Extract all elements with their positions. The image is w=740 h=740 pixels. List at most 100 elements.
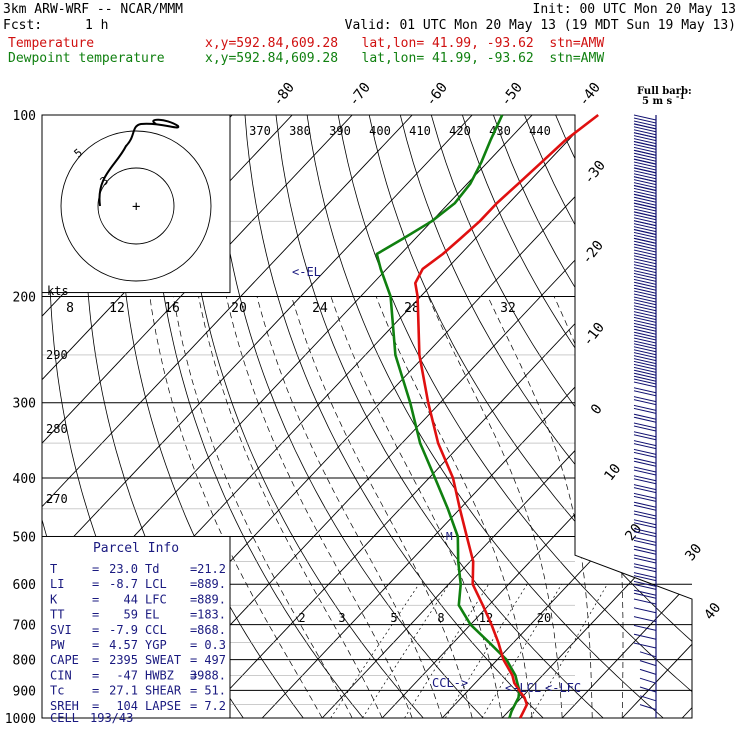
- barb-unit: 5 m s: [642, 96, 673, 107]
- wind-barb: [633, 360, 657, 367]
- wind-barb: [633, 501, 657, 508]
- wind-barb: [633, 592, 657, 599]
- parcel-row-eq: =: [190, 577, 197, 591]
- wind-barb: [633, 199, 657, 206]
- dry-adiabat: [150, 115, 375, 718]
- wind-barb: [633, 211, 657, 218]
- wind-barb: [633, 460, 657, 467]
- wind-barb: [633, 566, 657, 573]
- wind-barb: [633, 510, 657, 517]
- isotherm-label: -30: [581, 158, 609, 188]
- parcel-row-eq: =: [92, 638, 99, 652]
- wind-barb: [633, 598, 657, 605]
- pressure-label: 100: [13, 109, 36, 124]
- mixing-ratio-line: [481, 584, 562, 718]
- wind-barb: [633, 196, 657, 203]
- m-marker: M: [446, 530, 453, 543]
- parcel-row-eq: =: [190, 562, 197, 576]
- wind-barb: [633, 378, 657, 385]
- parcel-row-value: 889.: [197, 577, 226, 591]
- parcel-row-eq: =: [92, 653, 99, 667]
- wind-barb: [633, 205, 657, 212]
- parcel-row-eq: =: [190, 684, 197, 698]
- wind-barb: [633, 290, 657, 297]
- parcel-info-box: [41, 535, 231, 719]
- wind-barb: [633, 293, 657, 300]
- dry-adiabat: [648, 115, 692, 718]
- mixing-ratio-line: [530, 584, 608, 718]
- parcel-row-value: -8.7: [109, 577, 138, 591]
- wind-barb: [639, 668, 657, 675]
- isotherm-label: 30: [682, 541, 705, 564]
- parcel-row-label: Tc: [50, 684, 64, 698]
- wind-barb: [633, 252, 657, 259]
- wind-barb: [633, 334, 657, 341]
- parcel-row-value: -47: [116, 668, 138, 682]
- parcel-row-label: CCL: [145, 623, 167, 637]
- theta-e-label: 410: [409, 124, 431, 138]
- parcel-row-value: 2395: [109, 653, 138, 667]
- isotherm-line: [42, 115, 413, 718]
- wind-barb: [633, 422, 657, 429]
- wind-barb: [633, 267, 657, 274]
- wind-barb: [633, 589, 657, 596]
- wind-barb: [633, 123, 657, 130]
- parcel-row-value: 51.: [204, 684, 226, 698]
- parcel-cell-value: 193/43: [90, 711, 133, 725]
- parcel-row-label: SREH: [50, 699, 79, 713]
- wind-barb: [633, 187, 657, 194]
- pressure-label: 800: [13, 654, 36, 669]
- wind-barb: [633, 504, 657, 511]
- wind-barb: [633, 249, 657, 256]
- forecast-value: 1 h: [85, 18, 109, 33]
- parcel-row-eq: =: [190, 608, 197, 622]
- pressure-label: 200: [13, 291, 36, 306]
- parcel-row-label: HWBZ: [145, 668, 174, 682]
- barb-title: Full barb:: [637, 86, 692, 97]
- wind-barb: [633, 184, 657, 191]
- parcel-row-eq: =: [190, 668, 197, 682]
- parcel-cell-label: CELL: [50, 711, 79, 725]
- wind-barb: [633, 451, 657, 458]
- wind-barb: [633, 132, 657, 139]
- parcel-row-eq: =: [190, 699, 197, 713]
- wind-barb: [633, 302, 657, 309]
- parcel-row-value: 889.: [197, 592, 226, 606]
- wind-barb: [633, 340, 657, 347]
- wind-barb: [633, 246, 657, 253]
- wind-barb: [633, 296, 657, 303]
- wind-barb: [633, 358, 657, 365]
- wind-barb: [633, 173, 657, 180]
- parcel-info-title: Parcel Info: [93, 541, 179, 556]
- mixing-ratio-line: [330, 584, 420, 718]
- wind-barb: [633, 237, 657, 244]
- theta-e-label: 380: [289, 124, 311, 138]
- parcel-row-eq: =: [190, 638, 197, 652]
- wind-barb: [633, 240, 657, 247]
- wind-barb: [633, 381, 657, 388]
- parcel-row-label: PW: [50, 638, 65, 652]
- wind-barb: [633, 217, 657, 224]
- wind-barb: [633, 316, 657, 323]
- parcel-row-eq: =: [190, 623, 197, 637]
- wind-barb: [633, 440, 657, 447]
- parcel-row-value: 183.: [197, 608, 226, 622]
- parcel-row-label: Td: [145, 562, 159, 576]
- isotherm-line: [501, 115, 692, 718]
- wind-barb: [633, 616, 657, 623]
- wind-barb: [633, 176, 657, 183]
- parcel-row-label: LAPSE: [145, 699, 181, 713]
- wind-barb: [633, 369, 657, 376]
- mixing-ratio-line: [404, 584, 489, 718]
- wind-barb: [633, 469, 657, 476]
- theta-e-label: 370: [249, 124, 271, 138]
- parcel-row-value: 0.3: [204, 638, 226, 652]
- wind-barb: [633, 179, 657, 186]
- moist-adiabat: [330, 296, 503, 718]
- wind-barb: [633, 182, 657, 189]
- wind-barb: [633, 399, 657, 406]
- wind-barb: [633, 448, 657, 455]
- parcel-row-label: LFC: [145, 592, 167, 606]
- isotherm-line: [381, 115, 692, 718]
- wind-barb: [633, 322, 657, 329]
